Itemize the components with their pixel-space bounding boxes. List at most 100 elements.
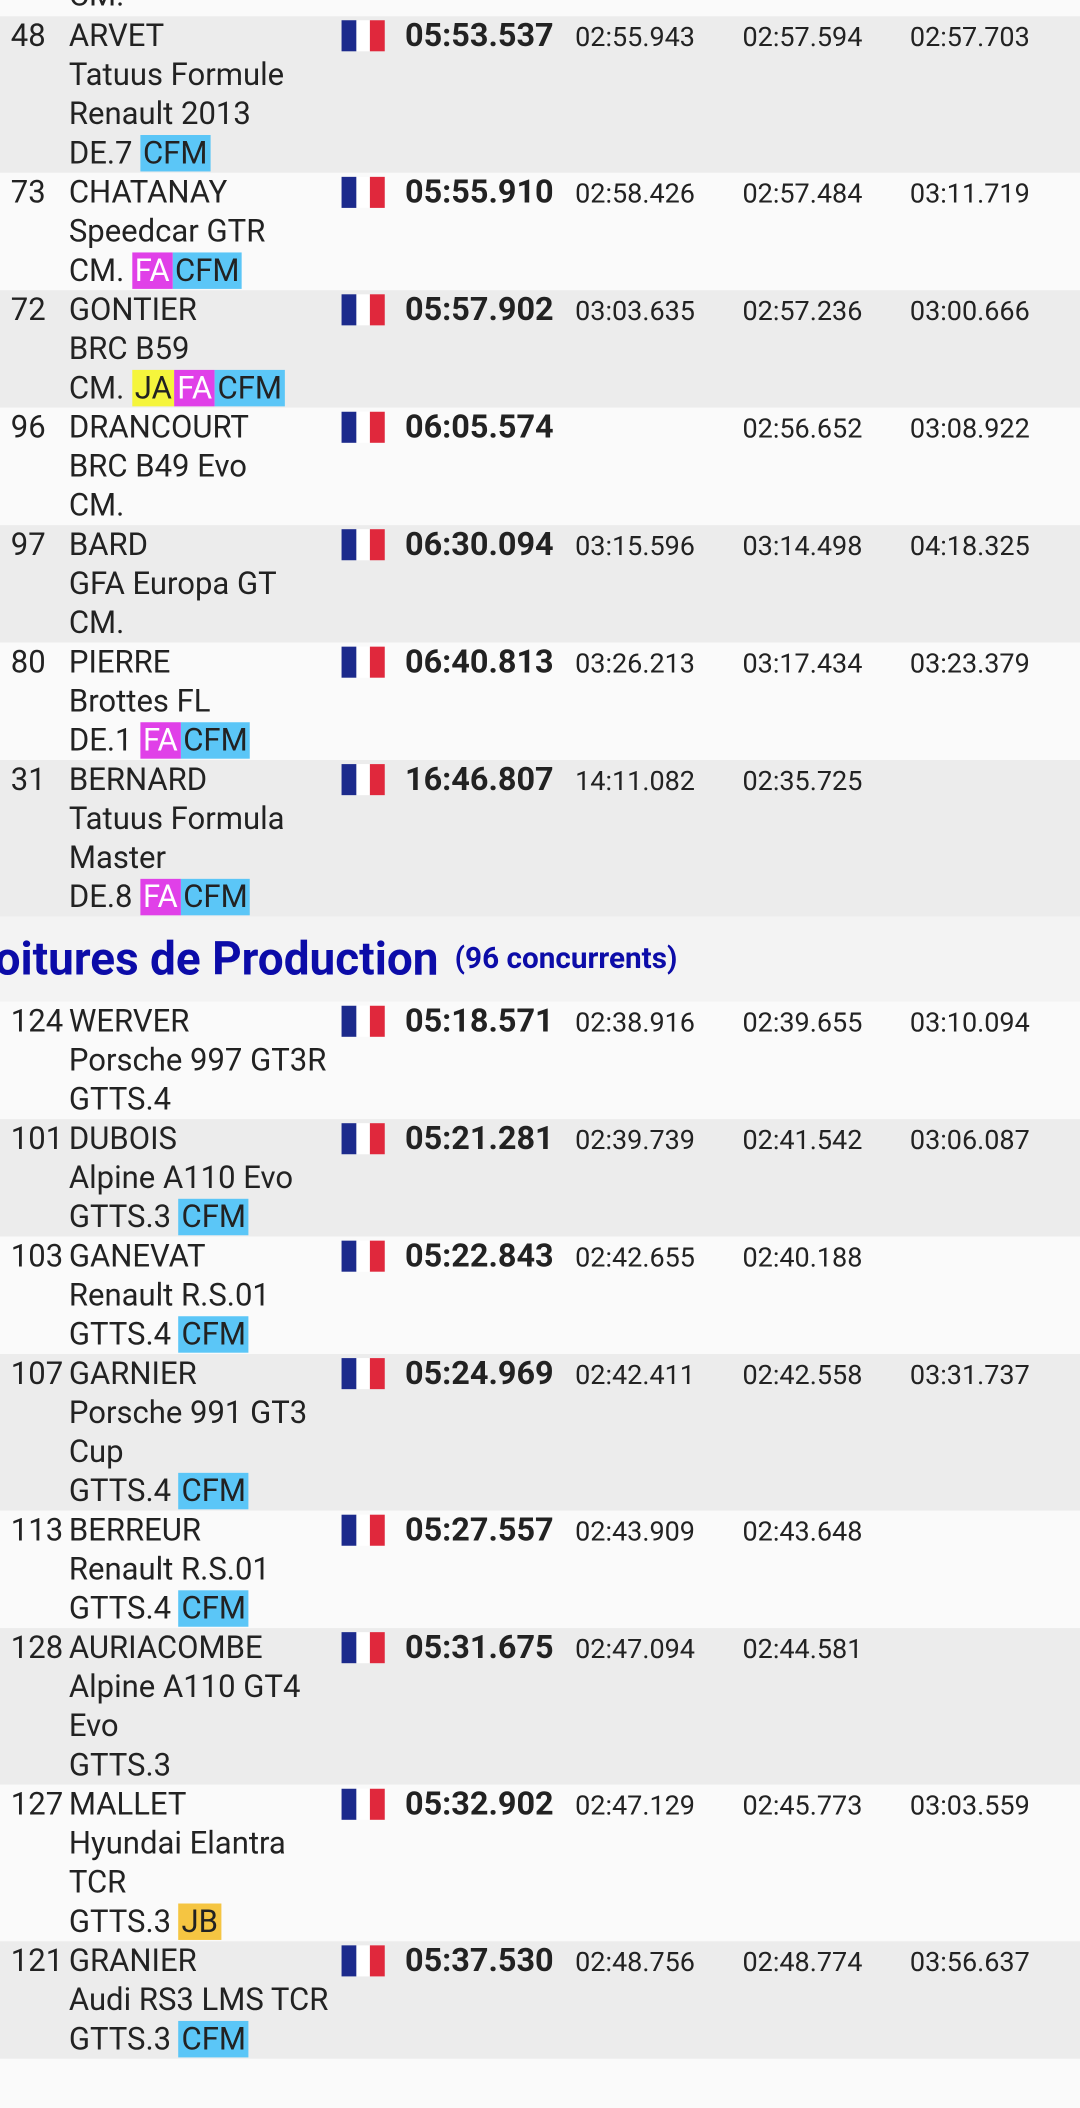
flag-icon bbox=[341, 646, 385, 678]
driver-cell: DRANCOURT BRC B49 Evo CM. bbox=[69, 408, 336, 525]
position: 101 bbox=[10, 1120, 64, 1157]
flag-stripe bbox=[370, 294, 385, 326]
driver-cell: MALLET Hyundai Elantra TCR GTTS.3 JB bbox=[69, 1785, 336, 1942]
lap-time bbox=[910, 1511, 1077, 1628]
car-name: Porsche 991 GT3 Cup bbox=[68, 1394, 308, 1471]
position: 127 bbox=[10, 1786, 64, 1823]
car-name: Alpine A110 GT4 Evo bbox=[68, 1668, 301, 1745]
flag-stripe bbox=[341, 1358, 356, 1390]
lap-time: 03:11.719 bbox=[909, 176, 1030, 210]
flag-stripe bbox=[355, 1514, 371, 1546]
lap-time: 02:55.943 bbox=[575, 20, 695, 53]
flag-icon bbox=[341, 176, 385, 208]
class-text: GTTS.4 bbox=[68, 1316, 172, 1353]
flag-stripe bbox=[370, 1358, 385, 1390]
flag-stripe bbox=[355, 1240, 371, 1272]
section-count: (96 concurrents) bbox=[454, 942, 678, 977]
flag-stripe bbox=[370, 1123, 385, 1155]
lap-time: 03:08.922 bbox=[909, 411, 1030, 445]
car-name: Hyundai Elantra TCR bbox=[68, 1825, 286, 1901]
badge: CFM bbox=[178, 1472, 249, 1510]
lap-time: 03:14.498 bbox=[742, 529, 863, 562]
flag-stripe bbox=[370, 411, 385, 443]
total-time: 16:46.807 bbox=[405, 760, 554, 798]
lap-time: 03:06.087 bbox=[909, 1123, 1030, 1156]
result-row: 97 BARD GFA Europa GT CM. 06:30.094 03:15.596… bbox=[0, 525, 1080, 643]
flag-stripe bbox=[370, 1788, 385, 1820]
driver-cell: WERVER Porsche 997 GT3R GTTS.4 bbox=[69, 1002, 336, 1119]
badge: CFM bbox=[178, 1316, 249, 1353]
flag-icon bbox=[341, 1240, 385, 1272]
lap-time: 02:57.236 bbox=[742, 294, 863, 327]
badge: CFM bbox=[178, 1198, 249, 1236]
class-text: GTTS.4 bbox=[68, 1590, 172, 1627]
flag-icon bbox=[341, 1945, 385, 1977]
driver-name: AURIACOMBE bbox=[68, 1629, 263, 1666]
driver-cell: DUBOIS Alpine A110 Evo GTTS.3 CFM bbox=[69, 1119, 336, 1236]
result-row: 73 CHATANAY Speedcar GTR CM. FA CFM 05:55.910… bbox=[0, 172, 1080, 291]
badge: CFM bbox=[178, 1590, 249, 1627]
lap-time: 03:03.635 bbox=[575, 294, 695, 327]
total-time: 05:31.675 bbox=[405, 1628, 554, 1666]
flag-stripe bbox=[341, 1240, 356, 1272]
section-header: oitures de Production (96 concurrents) bbox=[0, 916, 1080, 1002]
badge: CFM bbox=[172, 252, 243, 289]
total-time: 05:57.902 bbox=[405, 290, 554, 329]
class-text: GTTS.4 bbox=[68, 1472, 172, 1510]
flag-stripe bbox=[341, 529, 356, 561]
flag bbox=[336, 1511, 405, 1628]
flag-stripe bbox=[341, 411, 356, 443]
flag-stripe bbox=[355, 1358, 371, 1390]
class-text: CM. bbox=[68, 369, 125, 407]
position: 113 bbox=[10, 1512, 64, 1549]
driver-cell: CHATANAY Speedcar GTR CM. FA CFM bbox=[69, 173, 336, 290]
class-line: CM. JA FA CFM bbox=[69, 369, 336, 408]
position: 73 bbox=[10, 174, 46, 211]
class-line: GTTS.3 CFM bbox=[69, 2020, 336, 2059]
total-time: 05:18.571 bbox=[405, 1001, 554, 1040]
badge: FA bbox=[140, 878, 181, 916]
total-time: 05:37.530 bbox=[405, 1941, 554, 1980]
badge: CFM bbox=[140, 135, 211, 172]
class-line: GTTS.3 bbox=[69, 1746, 336, 1785]
flag-stripe bbox=[341, 764, 356, 796]
result-row: 101 DUBOIS Alpine A110 Evo GTTS.3 CFM 05:21.… bbox=[0, 1119, 1080, 1237]
flag-stripe bbox=[341, 1788, 356, 1820]
section-title: oitures de Production bbox=[0, 932, 439, 987]
flag-stripe bbox=[341, 1945, 356, 1977]
flag-stripe bbox=[370, 1945, 385, 1977]
lap-time: 02:42.558 bbox=[742, 1358, 863, 1391]
lap-time: 03:10.094 bbox=[909, 1005, 1030, 1039]
class-line: GTTS.4 CFM bbox=[69, 1472, 336, 1511]
result-row: 103 GANEVAT Renault R.S.01 GTTS.4 CFM 05:22.… bbox=[0, 1236, 1080, 1355]
car-name: Tatuus Formula Master bbox=[68, 800, 285, 877]
flag bbox=[336, 1785, 405, 1942]
car-name: BRC B59 bbox=[68, 330, 190, 368]
flag bbox=[336, 173, 405, 290]
flag bbox=[336, 16, 405, 173]
flag-stripe bbox=[355, 646, 371, 678]
class-line: DE.1 FA CFM bbox=[69, 721, 336, 760]
flag-icon bbox=[341, 294, 385, 326]
class-text: CM. bbox=[68, 487, 125, 524]
driver-cell: BARD GFA Europa GT CM. bbox=[69, 525, 336, 642]
flag bbox=[336, 290, 405, 407]
class-text: CM. bbox=[68, 252, 125, 289]
class-line: CM. FA CFM bbox=[69, 251, 336, 290]
flag-stripe bbox=[341, 1123, 356, 1155]
lap-time: 02:42.411 bbox=[575, 1358, 695, 1391]
driver-name: GARNIER bbox=[68, 1355, 197, 1392]
class-line: CM. bbox=[69, 603, 336, 642]
lap-time: 02:39.655 bbox=[742, 1005, 863, 1039]
lap-time: 03:23.379 bbox=[909, 646, 1030, 680]
lap-time: 02:40.188 bbox=[742, 1240, 863, 1274]
result-row: 124 WERVER Porsche 997 GT3R GTTS.4 05:18.571… bbox=[0, 1001, 1080, 1120]
flag-stripe bbox=[355, 764, 371, 796]
flag-stripe bbox=[370, 529, 385, 561]
flag-stripe bbox=[341, 1632, 356, 1664]
car-name: Brottes FL bbox=[68, 683, 211, 720]
result-row: 127 MALLET Hyundai Elantra TCR GTTS.3 JB 05:… bbox=[0, 1784, 1080, 1942]
badge: CFM bbox=[178, 2020, 249, 2057]
